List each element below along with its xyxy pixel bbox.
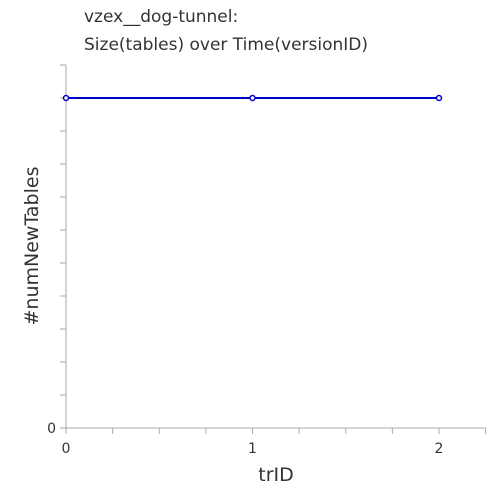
x-axis-label: trID xyxy=(258,464,294,486)
y-tick-label: 0 xyxy=(47,421,56,437)
x-tick-label: 1 xyxy=(248,441,257,457)
x-tick-labels: 0 1 2 xyxy=(62,441,444,457)
x-minor-ticks xyxy=(65,428,487,434)
chart-title: vzex__dog-tunnel: Size(tables) over Time… xyxy=(84,7,368,55)
y-axis-label: #numNewTables xyxy=(21,167,43,326)
y-minor-ticks xyxy=(60,64,66,429)
series-group xyxy=(62,94,443,102)
chart-title-line-1: vzex__dog-tunnel: xyxy=(84,7,238,27)
x-tick-label: 0 xyxy=(62,441,71,457)
series-point xyxy=(249,94,256,102)
y-tick-labels: 0 xyxy=(47,421,56,437)
x-tick-label: 2 xyxy=(435,441,444,457)
chart-title-line-2: Size(tables) over Time(versionID) xyxy=(84,35,368,55)
series-point xyxy=(62,94,70,102)
series-point xyxy=(435,94,443,102)
